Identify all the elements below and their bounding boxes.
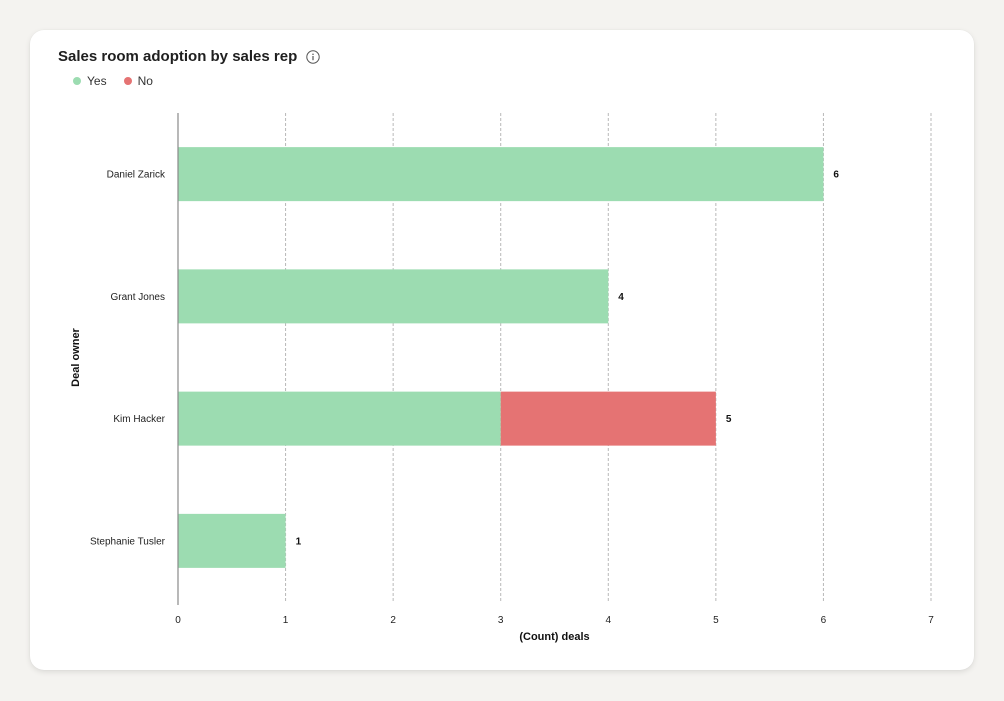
bar-yes[interactable] bbox=[178, 269, 609, 324]
info-icon[interactable] bbox=[306, 49, 320, 64]
x-axis-title: (Count) deals bbox=[519, 631, 589, 643]
legend-label: No bbox=[137, 74, 153, 88]
legend-swatch bbox=[73, 77, 81, 85]
legend-label: Yes bbox=[87, 74, 107, 88]
chart-title: Sales room adoption by sales rep bbox=[58, 48, 298, 65]
legend-swatch bbox=[123, 77, 132, 85]
bar-no[interactable] bbox=[500, 391, 716, 446]
x-tick-label: 4 bbox=[606, 615, 612, 626]
legend-item-no[interactable]: No bbox=[123, 74, 153, 88]
title-row: Sales room adoption by sales rep bbox=[58, 48, 320, 65]
data-label: 4 bbox=[618, 292, 624, 303]
category-label: Daniel Zarick bbox=[107, 170, 166, 181]
data-label: 1 bbox=[296, 536, 302, 547]
x-tick-label: 7 bbox=[928, 615, 934, 626]
y-axis-title: Deal owner bbox=[70, 327, 82, 386]
x-tick-label: 0 bbox=[175, 615, 181, 626]
bar-yes[interactable] bbox=[178, 513, 286, 568]
legend: Yes No bbox=[73, 74, 170, 88]
data-label: 5 bbox=[726, 414, 732, 425]
x-tick-label: 1 bbox=[283, 615, 289, 626]
bar-chart: 6 Daniel Zarick 4 Grant Jones 5 Kim Hacker 1 St… bbox=[70, 113, 934, 643]
x-tick-label: 5 bbox=[713, 615, 719, 626]
x-tick-label: 6 bbox=[821, 615, 827, 626]
data-label: 6 bbox=[833, 170, 839, 181]
legend-item-yes[interactable]: Yes bbox=[73, 74, 107, 88]
bar-yes[interactable] bbox=[178, 391, 501, 446]
bar-yes[interactable] bbox=[178, 147, 824, 202]
x-tick-label: 3 bbox=[498, 615, 504, 626]
x-tick-label: 2 bbox=[390, 615, 396, 626]
chart-card: Sales room adoption by sales rep Yes No 6… bbox=[30, 30, 974, 670]
category-label: Grant Jones bbox=[111, 292, 165, 303]
category-label: Stephanie Tusler bbox=[90, 536, 166, 547]
category-label: Kim Hacker bbox=[113, 414, 165, 425]
